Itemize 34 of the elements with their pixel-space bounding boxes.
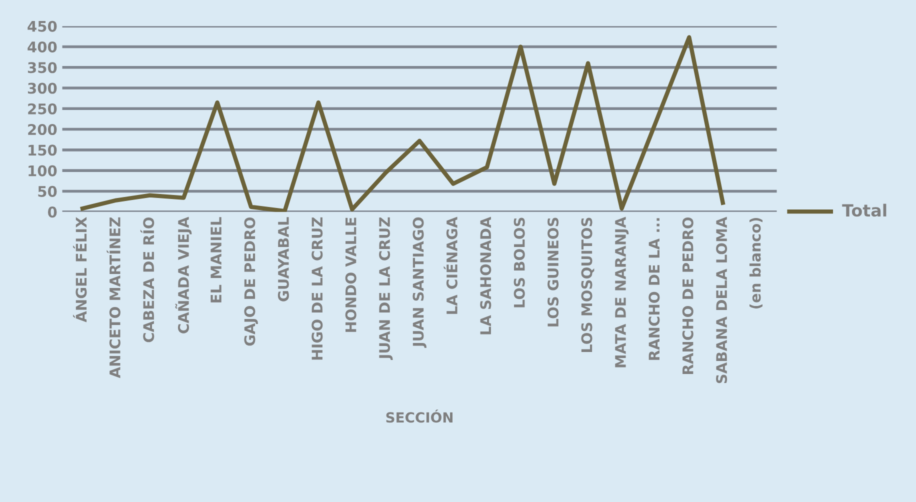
y-tick-label: 250 (28, 103, 57, 114)
x-tick-label: RANCHO DE LA ... (648, 218, 660, 360)
x-tick-label: MATA DE NARANJA (615, 216, 629, 368)
x-tick-label: EL MANIEL (210, 217, 222, 302)
x-tick-label: CAÑADA VIEJA (175, 216, 192, 334)
y-tick-label: 200 (28, 124, 57, 136)
x-tick-label: LA SAHONADA (480, 216, 492, 334)
y-tick-label: 350 (28, 62, 57, 74)
line-series (80, 35, 725, 212)
x-tick-label: HONDO VALLE (345, 218, 356, 332)
x-tick-label: (en blanco) (749, 218, 762, 308)
x-tick-label: LOS BOLOS (514, 218, 525, 308)
x-tick-label: LOS MOSQUITOS (581, 218, 594, 352)
y-tick-label: 100 (28, 165, 57, 176)
y-tick-label: 50 (38, 186, 57, 197)
y-tick-label: 450 (28, 20, 57, 32)
x-tick-label: ÁNGEL FÉLIX (73, 216, 87, 322)
x-tick-label: LA CIÉNAGA (444, 216, 458, 314)
x-tick-label: GUAYABAL (278, 217, 289, 302)
y-tick-label: 150 (28, 144, 57, 156)
y-tick-label: 300 (28, 82, 57, 94)
y-tick-label: 400 (28, 41, 57, 52)
x-tick-label: GAJO DE PEDRO (244, 217, 258, 346)
x-tick-label: CABEZA DE RÍO (140, 217, 154, 342)
x-tick-label: ANICETO MARTÍNEZ (106, 217, 120, 378)
x-tick-label: SABANA DELA LOMA (716, 216, 728, 384)
x-tick-label: RANCHO DE PEDRO (682, 217, 694, 374)
y-tick-label: 0 (48, 206, 57, 218)
x-axis-title: SECCIÓN (386, 410, 452, 423)
x-tick-label: LOS GUINEOS (548, 218, 559, 326)
x-tick-label: JUAN SANTIAGO (412, 217, 426, 348)
x-tick-label: JUAN DE LA CRUZ (379, 217, 393, 360)
x-tick-label: HIGO DE LA CRUZ (312, 217, 323, 360)
legend-label: Total (842, 204, 886, 217)
